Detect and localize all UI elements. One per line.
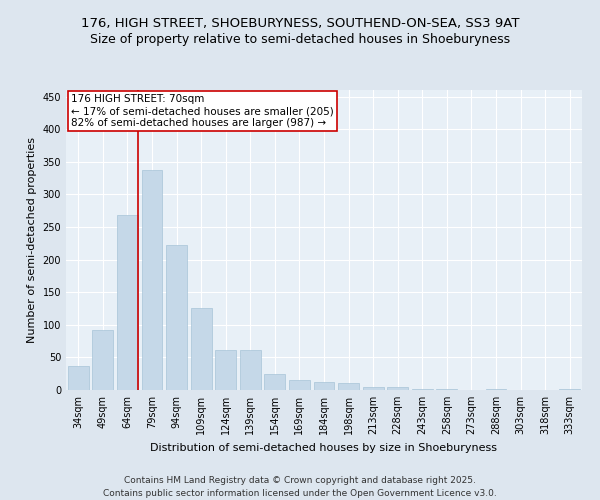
- Bar: [314, 382, 334, 390]
- Y-axis label: Number of semi-detached properties: Number of semi-detached properties: [27, 137, 37, 343]
- Bar: [362, 386, 383, 390]
- Bar: [240, 350, 261, 390]
- Bar: [142, 170, 163, 390]
- Bar: [92, 330, 113, 390]
- Bar: [289, 380, 310, 390]
- Bar: [68, 366, 89, 390]
- Bar: [117, 215, 138, 390]
- Text: 176 HIGH STREET: 70sqm
← 17% of semi-detached houses are smaller (205)
82% of se: 176 HIGH STREET: 70sqm ← 17% of semi-det…: [71, 94, 334, 128]
- X-axis label: Distribution of semi-detached houses by size in Shoeburyness: Distribution of semi-detached houses by …: [151, 442, 497, 452]
- Bar: [265, 374, 286, 390]
- Bar: [412, 388, 433, 390]
- Text: Contains HM Land Registry data © Crown copyright and database right 2025.
Contai: Contains HM Land Registry data © Crown c…: [103, 476, 497, 498]
- Bar: [387, 388, 408, 390]
- Bar: [215, 350, 236, 390]
- Text: 176, HIGH STREET, SHOEBURYNESS, SOUTHEND-ON-SEA, SS3 9AT: 176, HIGH STREET, SHOEBURYNESS, SOUTHEND…: [81, 18, 519, 30]
- Bar: [166, 244, 187, 390]
- Bar: [191, 308, 212, 390]
- Bar: [338, 384, 359, 390]
- Text: Size of property relative to semi-detached houses in Shoeburyness: Size of property relative to semi-detach…: [90, 32, 510, 46]
